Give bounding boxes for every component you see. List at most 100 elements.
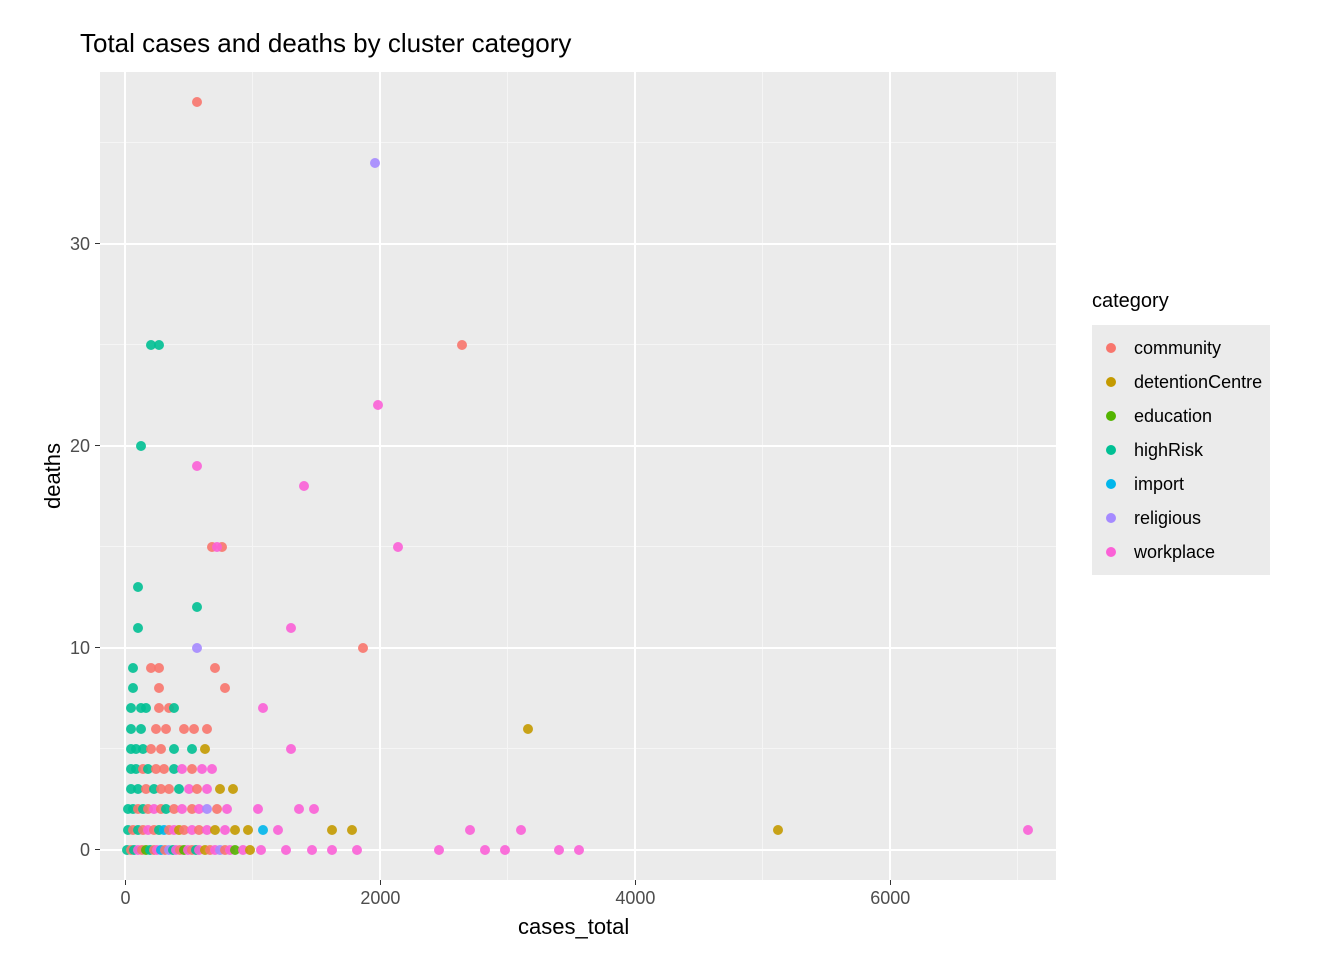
data-point	[245, 845, 255, 855]
data-point	[133, 582, 143, 592]
x-tick-mark	[890, 880, 891, 885]
data-point	[574, 845, 584, 855]
data-point	[154, 703, 164, 713]
data-point	[500, 845, 510, 855]
chart-title: Total cases and deaths by cluster catego…	[80, 28, 571, 59]
data-point	[370, 158, 380, 168]
x-tick-mark	[380, 880, 381, 885]
legend-title: category	[1092, 290, 1270, 313]
x-tick-label: 4000	[611, 888, 659, 909]
data-point	[327, 845, 337, 855]
x-tick-label: 0	[101, 888, 149, 909]
legend-dot-icon	[1106, 377, 1116, 387]
data-point	[273, 825, 283, 835]
data-point	[159, 764, 169, 774]
data-point	[516, 825, 526, 835]
data-point	[465, 825, 475, 835]
data-point	[220, 683, 230, 693]
data-point	[222, 804, 232, 814]
legend-swatch	[1098, 335, 1124, 361]
legend-label: education	[1134, 406, 1212, 427]
data-point	[179, 724, 189, 734]
data-point	[192, 643, 202, 653]
x-tick-mark	[125, 880, 126, 885]
grid-major-y	[100, 243, 1056, 245]
data-point	[136, 724, 146, 734]
data-point	[523, 724, 533, 734]
grid-major-x	[634, 72, 636, 880]
data-point	[202, 724, 212, 734]
data-point	[128, 683, 138, 693]
grid-major-y	[100, 647, 1056, 649]
legend-item: community	[1098, 331, 1262, 365]
data-point	[347, 825, 357, 835]
y-tick-mark	[95, 849, 100, 850]
data-point	[212, 542, 222, 552]
legend-label: religious	[1134, 508, 1201, 529]
legend-item: import	[1098, 467, 1262, 501]
data-point	[352, 845, 362, 855]
data-point	[258, 703, 268, 713]
legend-swatch	[1098, 471, 1124, 497]
y-tick-label: 20	[60, 436, 90, 457]
data-point	[286, 744, 296, 754]
data-point	[773, 825, 783, 835]
data-point	[327, 825, 337, 835]
legend-item: detentionCentre	[1098, 365, 1262, 399]
data-point	[177, 804, 187, 814]
data-point	[164, 784, 174, 794]
data-point	[258, 825, 268, 835]
y-tick-label: 0	[60, 840, 90, 861]
data-point	[192, 784, 202, 794]
legend-dot-icon	[1106, 343, 1116, 353]
plot-panel	[100, 72, 1056, 880]
legend-label: import	[1134, 474, 1184, 495]
grid-minor-y	[100, 748, 1056, 749]
data-point	[177, 764, 187, 774]
legend: category community detentionCentre educati…	[1092, 290, 1270, 575]
legend-swatch	[1098, 505, 1124, 531]
data-point	[187, 744, 197, 754]
data-point	[393, 542, 403, 552]
data-point	[215, 784, 225, 794]
x-tick-mark	[635, 880, 636, 885]
data-point	[307, 845, 317, 855]
data-point	[161, 724, 171, 734]
legend-label: workplace	[1134, 542, 1215, 563]
grid-minor-y	[100, 142, 1056, 143]
legend-dot-icon	[1106, 445, 1116, 455]
data-point	[156, 744, 166, 754]
data-point	[294, 804, 304, 814]
data-point	[187, 764, 197, 774]
data-point	[169, 744, 179, 754]
data-point	[256, 845, 266, 855]
grid-major-y	[100, 445, 1056, 447]
data-point	[457, 340, 467, 350]
legend-dot-icon	[1106, 547, 1116, 557]
data-point	[151, 724, 161, 734]
y-tick-label: 10	[60, 638, 90, 659]
data-point	[154, 683, 164, 693]
data-point	[126, 703, 136, 713]
data-point	[154, 663, 164, 673]
data-point	[126, 724, 136, 734]
legend-items: communitydetentionCentreeducationhighRis…	[1092, 325, 1270, 575]
data-point	[309, 804, 319, 814]
data-point	[174, 784, 184, 794]
data-point	[210, 663, 220, 673]
data-point	[202, 784, 212, 794]
legend-swatch	[1098, 437, 1124, 463]
legend-item: religious	[1098, 501, 1262, 535]
grid-minor-y	[100, 344, 1056, 345]
legend-item: education	[1098, 399, 1262, 433]
data-point	[220, 825, 230, 835]
y-tick-mark	[95, 243, 100, 244]
data-point	[197, 764, 207, 774]
legend-label: detentionCentre	[1134, 372, 1262, 393]
data-point	[210, 825, 220, 835]
data-point	[358, 643, 368, 653]
x-axis-title: cases_total	[518, 914, 629, 940]
data-point	[202, 804, 212, 814]
data-point	[228, 784, 238, 794]
x-tick-label: 2000	[356, 888, 404, 909]
